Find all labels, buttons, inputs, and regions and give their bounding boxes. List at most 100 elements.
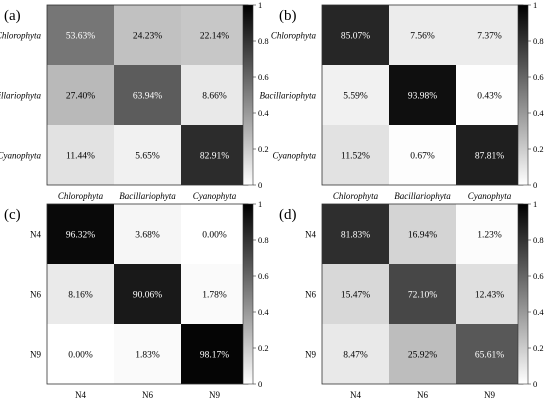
column-tick-label: Chlorophyta (58, 191, 104, 201)
cell-value-label: 81.83% (341, 231, 370, 241)
cell-value-label: 0.67% (410, 152, 435, 162)
heatmap-cell (322, 5, 389, 65)
cell-value-label: 8.66% (202, 92, 227, 102)
colorbar (517, 4, 529, 186)
row-tick-label: Chlorophyta (0, 31, 41, 41)
column-tick-label: N6 (417, 390, 428, 400)
cell-value-label: 65.61% (475, 351, 504, 361)
colorbar-tick-label: 0.8 (533, 36, 544, 46)
cell-value-label: 25.92% (408, 351, 437, 361)
cell-value-label: 16.94% (408, 231, 437, 241)
heatmap-cell (456, 264, 523, 324)
colorbar-tick-label: 0.2 (533, 144, 544, 154)
heatmap-cell (114, 65, 181, 125)
cell-value-label: 15.47% (341, 291, 370, 301)
panel-d: (d) 81.83% 16.94% 1.23% 15.47% 72.10% 12.43% 8.… (279, 199, 544, 400)
heatmap-cell (181, 5, 248, 65)
cell-value-label: 0.43% (477, 92, 502, 102)
heatmap-cell (389, 65, 456, 125)
heatmap-cell (456, 204, 523, 264)
heatmap-cell (47, 204, 114, 264)
row-tick-label: N4 (30, 230, 41, 240)
colorbar-tick-label: 1 (258, 0, 262, 10)
row-tick-label: N9 (305, 350, 316, 360)
row-tick-label: Chlorophyta (271, 31, 317, 41)
heatmap-cell (181, 264, 248, 324)
cell-value-label: 27.40% (66, 92, 95, 102)
cell-value-label: 0.00% (68, 351, 93, 361)
row-tick-label: N6 (30, 290, 41, 300)
column-tick-label: Cyanophyta (193, 191, 237, 201)
colorbar-tick-label: 0.6 (258, 72, 269, 82)
heatmap-cell (181, 324, 248, 384)
colorbar-tick-label: 0 (258, 379, 262, 389)
heatmap-cell (114, 264, 181, 324)
heatmap-cell (181, 204, 248, 264)
cell-value-label: 11.52% (341, 152, 370, 162)
cell-value-label: 96.32% (66, 231, 95, 241)
colorbar-tick-label: 1 (533, 0, 537, 10)
cell-value-label: 5.59% (343, 92, 368, 102)
heatmap-cell (389, 204, 456, 264)
colorbar-tick-label: 0 (533, 180, 537, 190)
colorbar-tick-label: 0.6 (533, 72, 544, 82)
column-tick-label: N9 (209, 390, 220, 400)
cell-value-label: 8.47% (343, 351, 368, 361)
row-tick-label: N9 (30, 350, 41, 360)
column-tick-label: N9 (484, 390, 495, 400)
heatmap-cell (114, 5, 181, 65)
heatmap-cell (322, 264, 389, 324)
heatmap-cell (181, 125, 248, 185)
heatmap-cell (47, 125, 114, 185)
panel-label: (c) (4, 207, 21, 223)
colorbar-tick-label: 0.8 (258, 235, 269, 245)
colorbar-tick-label: 0.4 (533, 108, 544, 118)
cell-value-label: 53.63% (66, 32, 95, 42)
cell-value-label: 87.81% (475, 152, 504, 162)
colorbar-tick-label: 0.6 (258, 271, 269, 281)
colorbar (242, 4, 254, 186)
cell-value-label: 1.78% (202, 291, 227, 301)
colorbar-tick-label: 0.4 (533, 307, 544, 317)
panel-c: (c) 96.32% 3.68% 0.00% 8.16% 90.06% 1.78% 0.00%… (4, 199, 269, 400)
cell-value-label: 8.16% (68, 291, 93, 301)
column-tick-label: Bacillariophyta (394, 191, 451, 201)
column-tick-label: Bacillariophyta (119, 191, 176, 201)
row-tick-label: Cyanophyta (0, 151, 41, 161)
colorbar-tick-label: 0.4 (258, 108, 269, 118)
cell-value-label: 1.83% (135, 351, 160, 361)
colorbar-tick-label: 0.4 (258, 307, 269, 317)
heatmap-cell (389, 125, 456, 185)
cell-value-label: 3.68% (135, 231, 160, 241)
colorbar-tick-label: 0 (533, 379, 537, 389)
heatmap-cell (47, 65, 114, 125)
heatmap-cell (389, 5, 456, 65)
heatmap-cell (389, 264, 456, 324)
row-tick-label: Bacillariophyta (260, 91, 317, 101)
colorbar-tick-label: 0.2 (258, 343, 269, 353)
cell-value-label: 12.43% (475, 291, 504, 301)
column-tick-label: Chlorophyta (333, 191, 379, 201)
colorbar-tick-label: 0 (258, 180, 262, 190)
heatmap-cell (47, 324, 114, 384)
heatmap-cell (114, 324, 181, 384)
heatmap-cell (322, 65, 389, 125)
panel-a: (a)53.63% 24.23% 22.14%27.40% 63.94% 8.66%11… (0, 0, 269, 201)
heatmap-cell (389, 324, 456, 384)
panel-b: (b) 85.07% 7.56% 7.37% 5.59% 93.98% 0.43% 11.52… (260, 0, 545, 201)
cell-value-label: 63.94% (133, 92, 162, 102)
cell-value-label: 1.23% (477, 231, 502, 241)
panel-label: (a) (4, 8, 21, 24)
colorbar-tick-label: 0.2 (258, 144, 269, 154)
colorbar-tick-label: 0.2 (533, 343, 544, 353)
cell-value-label: 82.91% (200, 152, 229, 162)
colorbar (517, 203, 529, 385)
colorbar-tick-label: 0.8 (533, 235, 544, 245)
heatmap-cell (322, 204, 389, 264)
cell-value-label: 22.14% (200, 32, 229, 42)
heatmap-cell (322, 324, 389, 384)
colorbar (242, 203, 254, 385)
cell-value-label: 85.07% (341, 32, 370, 42)
column-tick-label: N4 (75, 390, 86, 400)
